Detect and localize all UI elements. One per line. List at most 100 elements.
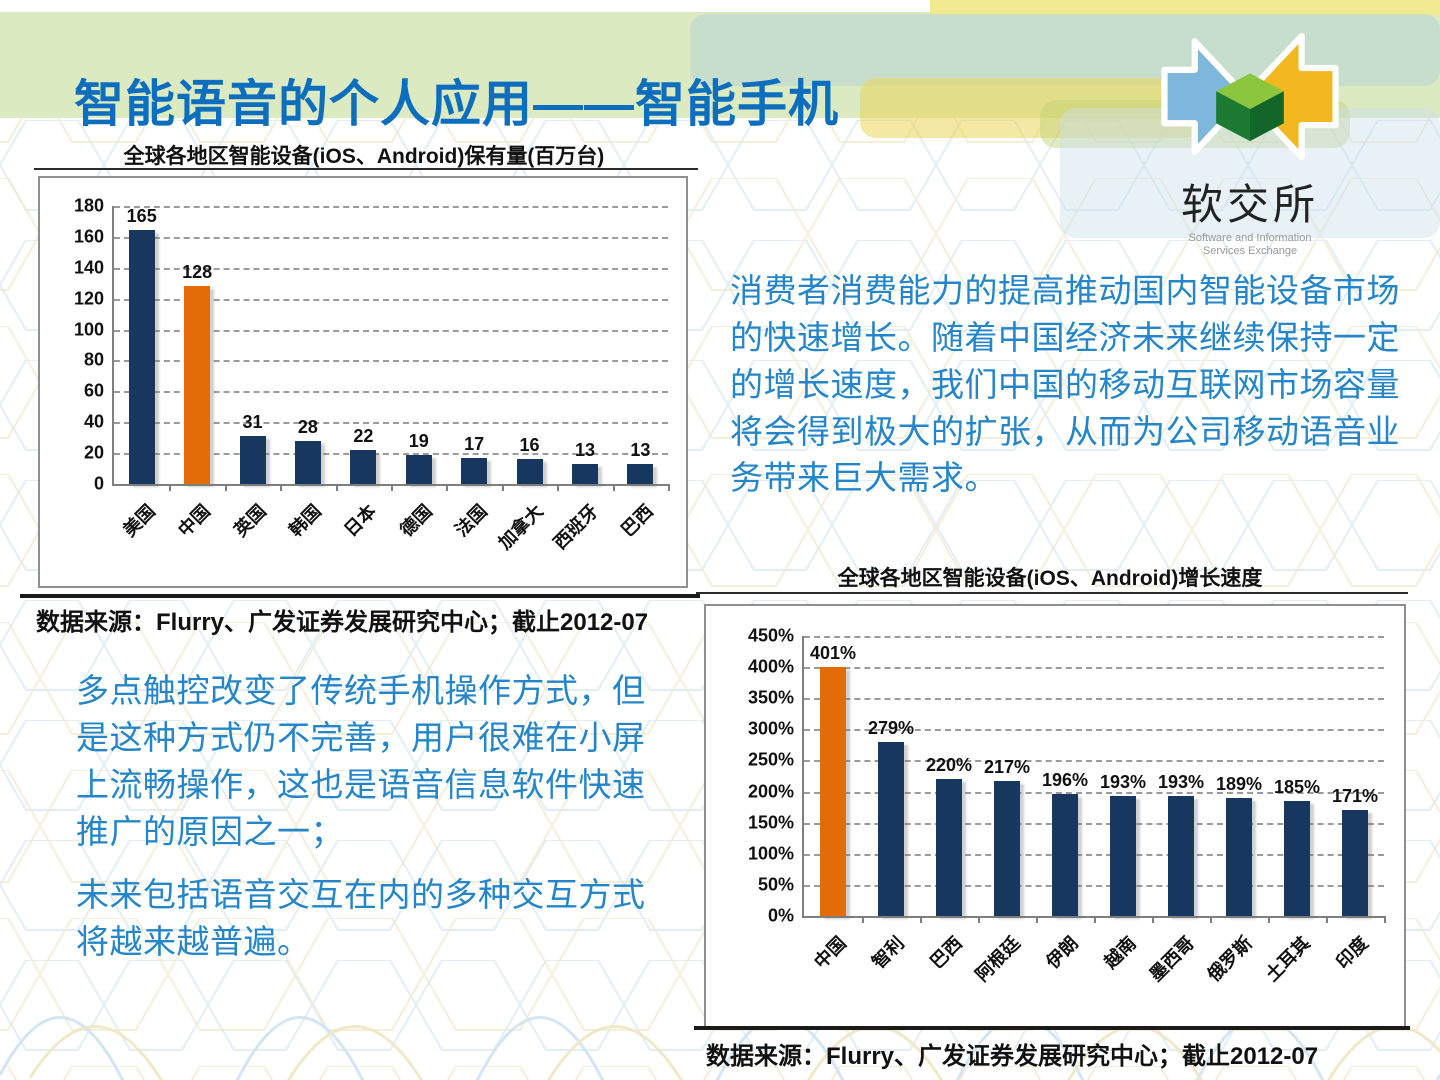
x-axis-category-label: 日本 <box>340 500 381 541</box>
bars-layer: 401% 279% 220% 217% 196% 193% 193% 189% 185% 171% <box>804 636 1384 916</box>
bar <box>461 457 488 484</box>
gridline <box>114 298 668 301</box>
x-axis-tick <box>978 916 980 923</box>
gridline <box>114 206 668 208</box>
x-axis-category-label: 墨西哥 <box>1145 932 1198 986</box>
bar-slot: 217% <box>978 636 1036 916</box>
bar-value-label: 13 <box>630 439 651 460</box>
bar-slot: 193% <box>1094 636 1152 916</box>
bar <box>994 780 1020 916</box>
x-axis-category-label: 英国 <box>229 500 270 541</box>
bar-slot: 401% <box>804 636 862 916</box>
y-axis-tick-label: 140 <box>73 257 104 278</box>
x-axis-category-label: 德国 <box>396 500 436 541</box>
x-axis-tick <box>1094 916 1096 923</box>
sie-logo-icon <box>1161 32 1339 161</box>
x-axis-tick <box>1384 916 1386 923</box>
bar-slot: 196% <box>1036 636 1094 916</box>
bar-value-label: 19 <box>408 430 429 451</box>
bar <box>936 779 962 916</box>
bar-value-label: 196% <box>1041 770 1089 791</box>
x-axis-category-label: 中国 <box>810 932 850 973</box>
bar-value-label: 193% <box>1099 771 1147 792</box>
gridline <box>804 729 1384 732</box>
bar-value-label: 31 <box>242 412 263 433</box>
x-axis-category-label: 法国 <box>451 500 492 541</box>
x-axis-category-label: 越南 <box>1100 932 1140 973</box>
x-axis-category-label: 美国 <box>119 500 159 541</box>
x-axis-tick <box>391 484 393 491</box>
bar-slot: 16 <box>502 206 557 484</box>
y-axis-tick-label: 250% <box>747 749 794 770</box>
bar-slot: 189% <box>1210 636 1268 916</box>
gridline <box>804 760 1384 763</box>
x-axis-category-label: 俄罗斯 <box>1203 932 1256 986</box>
chart2-source: 数据来源：Flurry、广发证券发展研究中心；截止2012-07 <box>706 1043 1319 1070</box>
bar-slot: 13 <box>613 206 668 484</box>
y-axis-tick-label: 400% <box>747 656 794 677</box>
y-axis-tick-label: 300% <box>747 718 794 739</box>
x-axis-category-label: 加拿大 <box>494 500 547 554</box>
chart2-plot: 0% 50% 100% 150% 200% 250% 300% 350% 400% 450% 401… <box>748 626 1386 985</box>
y-axis-tick-label: 100% <box>747 843 794 864</box>
bar-slot: 171% <box>1326 636 1384 916</box>
bar-value-label: 189% <box>1215 774 1263 795</box>
bar-slot: 128 <box>169 206 224 484</box>
bar-slot: 31 <box>225 206 280 484</box>
x-axis-tick <box>1268 916 1270 923</box>
y-axis-tick-label: 80 <box>83 349 104 370</box>
bar-value-label: 17 <box>464 433 485 454</box>
x-axis-tick <box>862 916 864 923</box>
gridline <box>804 822 1384 825</box>
bar-slot: 193% <box>1152 636 1210 916</box>
bar <box>516 459 543 484</box>
bar <box>1284 800 1310 916</box>
y-axis-tick-label: 40 <box>83 411 104 432</box>
bar-slot: 185% <box>1268 636 1326 916</box>
x-axis-tick <box>446 484 449 491</box>
gridline <box>114 391 668 394</box>
bar-slot: 17 <box>446 206 501 484</box>
y-axis-tick-label: 100 <box>73 319 104 340</box>
gridline <box>804 853 1384 856</box>
x-axis-tick <box>668 484 670 491</box>
bar <box>350 450 377 484</box>
y-axis-tick-label: 350% <box>747 687 794 708</box>
gridline <box>114 422 668 425</box>
bar <box>184 286 211 484</box>
paragraph-consumer-growth: 消费者消费能力的提高推动国内智能设备市场的快速增长。随着中国经济未来继续保持一定… <box>730 272 1400 497</box>
gridline <box>114 267 668 270</box>
chart2-title: 全球各地区智能设备(iOS、Android)增长速度 <box>837 567 1263 590</box>
chart1-title-rule <box>34 168 698 170</box>
x-axis-category-label: 智利 <box>868 932 908 973</box>
bar-value-label: 193% <box>1157 771 1205 792</box>
y-axis-tick-label: 160 <box>73 226 104 247</box>
gridline <box>114 360 668 363</box>
chart1-frame: 0 20 40 60 80 100 120 140 160 180 165 128 31 28 22 19 17… <box>38 176 688 588</box>
bar <box>1168 795 1194 916</box>
bar <box>128 230 155 484</box>
bar <box>1226 798 1252 916</box>
bar <box>1342 809 1368 916</box>
chart2-source-rule <box>694 1026 1410 1030</box>
x-axis-tick <box>501 484 504 491</box>
x-axis-tick <box>612 484 615 491</box>
page-title: 智能语音的个人应用——智能手机 <box>74 75 839 132</box>
logo-subtitle: Software and Information Services Exchan… <box>1152 232 1348 257</box>
x-axis-tick <box>1210 916 1212 923</box>
chart1-title: 全球各地区智能设备(iOS、Android)保有量(百万台) <box>123 145 605 168</box>
logo-subtitle-line2: Services Exchange <box>1202 244 1298 257</box>
y-axis-tick-label: 60 <box>83 380 104 401</box>
chart1-source: 数据来源：Flurry、广发证券发展研究中心；截止2012-07 <box>36 609 649 636</box>
x-axis-category-label: 中国 <box>174 500 215 541</box>
x-axis-category-label: 巴西 <box>926 932 966 973</box>
x-axis-tick <box>920 916 922 923</box>
x-axis-tick <box>557 484 560 491</box>
bar-slot: 13 <box>557 206 612 484</box>
y-axis-tick-label: 450% <box>747 625 794 646</box>
bar-slot: 279% <box>862 636 920 916</box>
bar <box>820 666 846 916</box>
x-axis-tick <box>1152 916 1154 923</box>
bar-slot: 19 <box>391 206 446 484</box>
x-axis-tick <box>335 484 338 491</box>
